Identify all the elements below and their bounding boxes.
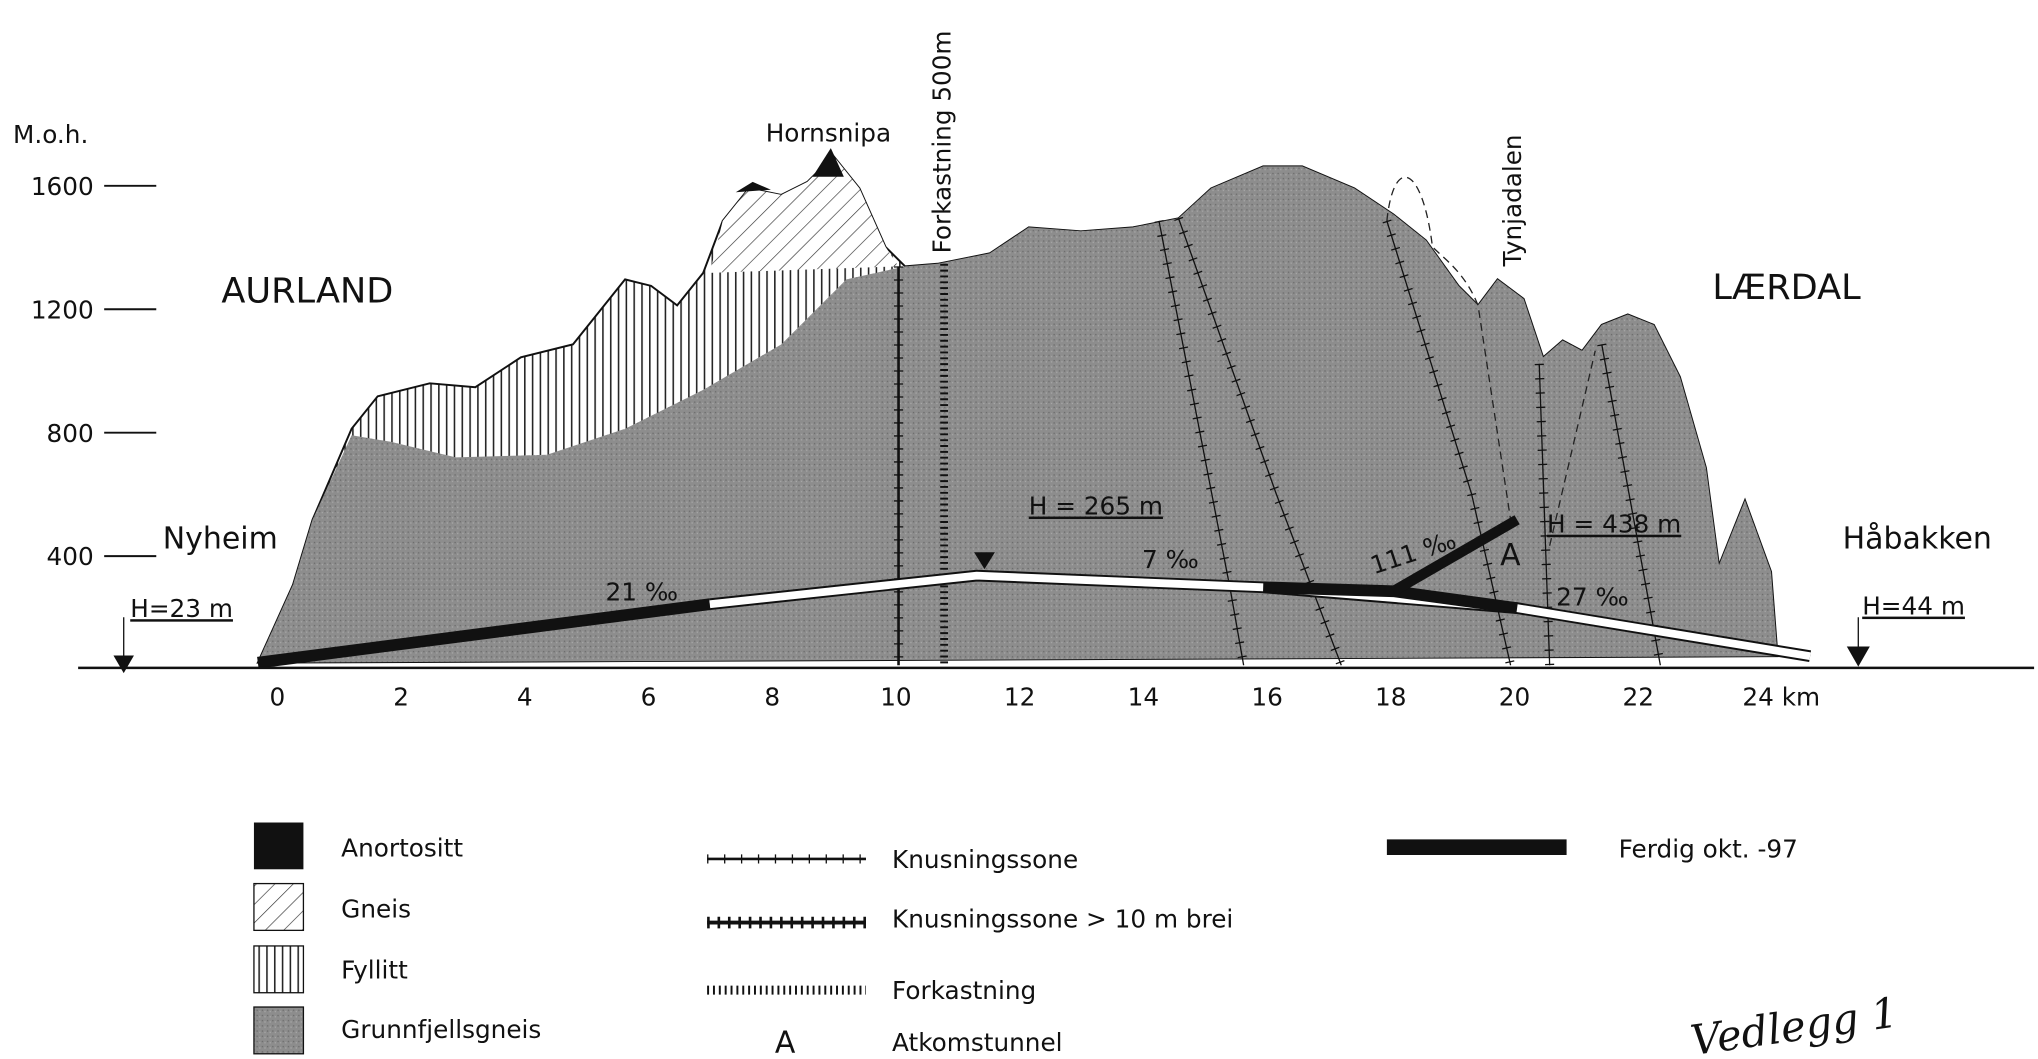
x-tick-label: 20	[1499, 683, 1530, 712]
legend-label: Knusningssone > 10 m brei	[892, 905, 1233, 934]
portal-label: Håbakken	[1843, 521, 1992, 556]
portal-label: Nyheim	[163, 521, 278, 556]
fault-label: Forkastning 500m	[928, 31, 957, 254]
region-label: LÆRDAL	[1712, 267, 1861, 308]
legend-lines	[707, 839, 1567, 995]
gradient-label: 21 ‰	[606, 577, 679, 606]
y-tick-label: 800	[47, 419, 94, 448]
axis: 1600 1200 800 400 0 2 4 6 8 10 12 14 16 18 20 22 24 km	[31, 172, 1820, 712]
gradient-label: 27 ‰	[1556, 583, 1629, 612]
x-tick-label: 8	[764, 683, 780, 712]
x-tick-label: 22	[1622, 683, 1653, 712]
legend-label: Forkastning	[892, 976, 1036, 1005]
terrain	[256, 148, 1779, 664]
legend-swatch	[253, 822, 304, 870]
height-annotation: H = 438 m	[1547, 510, 1681, 539]
x-tick-label: 6	[641, 683, 657, 712]
height-label: H=44 m	[1862, 592, 1965, 621]
x-tick-label: 0	[270, 683, 286, 712]
legend: Anortositt Gneis Fyllitt Grunnfjellsgnei…	[253, 822, 1798, 1059]
y-tick-label: 1200	[31, 295, 94, 324]
x-tick-label: 18	[1375, 683, 1406, 712]
legend-label: Anortositt	[341, 833, 463, 862]
legend-symbol: A	[775, 1026, 796, 1059]
x-tick-label: 4	[517, 683, 533, 712]
legend-label: Grunnfjellsgneis	[341, 1015, 541, 1044]
legend-label: Ferdig okt. -97	[1619, 835, 1798, 864]
y-tick-label: 1600	[31, 172, 94, 201]
legend-label: Knusningssone	[892, 845, 1078, 874]
x-tick-label: 12	[1004, 683, 1035, 712]
peak-label: Hornsnipa	[766, 119, 891, 148]
access-mark: A	[1500, 538, 1521, 573]
x-tick-label: 16	[1251, 683, 1282, 712]
legend-swatch	[253, 882, 305, 932]
footer-note: Vedlegg 1	[1687, 988, 1900, 1059]
gradient-label: 7 ‰	[1142, 545, 1199, 574]
height-annotation: H = 265 m	[1029, 492, 1163, 521]
legend-label: Gneis	[341, 894, 411, 923]
legend-swatch	[253, 1006, 305, 1055]
height-label: H=23 m	[130, 594, 233, 623]
portal-arrows	[113, 617, 1870, 674]
x-tick-label: 10	[880, 683, 911, 712]
tunnel	[257, 515, 1812, 669]
x-tick-label: 24 km	[1742, 683, 1820, 712]
legend-label: Atkomstunnel	[892, 1028, 1063, 1057]
region-label: AURLAND	[221, 271, 393, 312]
legend-label: Fyllitt	[341, 955, 408, 984]
y-tick-label: 400	[47, 542, 94, 571]
x-tick-label: 14	[1128, 683, 1159, 712]
legend-swatch	[253, 945, 305, 994]
x-tick-label: 2	[393, 683, 409, 712]
valley-label: Tynjadalen	[1498, 134, 1527, 267]
axis-unit: M.o.h.	[13, 120, 88, 149]
